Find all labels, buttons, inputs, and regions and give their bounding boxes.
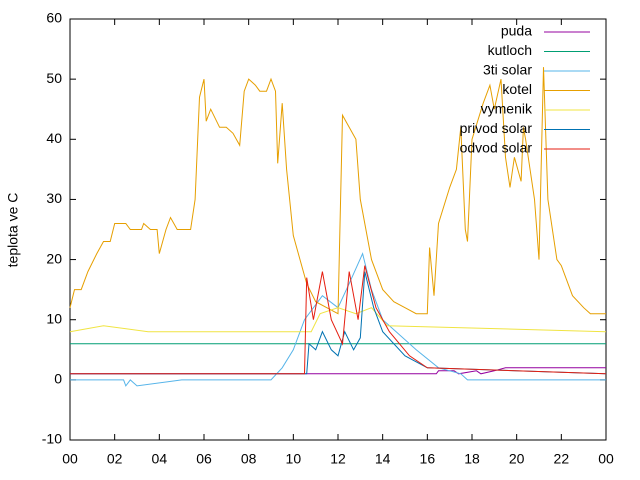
x-tick-label: 20	[509, 451, 525, 467]
x-tick-label: 08	[241, 451, 257, 467]
legend-label: puda	[501, 23, 532, 39]
legend-label: privod solar	[460, 120, 533, 136]
y-tick-label: 60	[46, 10, 62, 26]
legend-label: kotel	[502, 81, 532, 97]
y-tick-label: 20	[46, 250, 62, 266]
x-tick-label: 16	[420, 451, 436, 467]
y-tick-label: 50	[46, 70, 62, 86]
x-tick-label: 00	[598, 451, 614, 467]
y-tick-label: 0	[54, 371, 62, 387]
legend-label: kutloch	[488, 42, 532, 58]
y-tick-label: 30	[46, 190, 62, 206]
x-tick-label: 22	[554, 451, 570, 467]
series-line	[70, 367, 606, 375]
x-tick-label: 04	[152, 451, 168, 467]
x-tick-label: 10	[286, 451, 302, 467]
series-line	[70, 271, 607, 375]
y-tick-label: 10	[46, 310, 62, 326]
legend-label: vymenik	[481, 101, 533, 117]
y-tick-label: -10	[42, 431, 62, 447]
y-axis-label: teplota ve C	[5, 193, 21, 268]
legend-label: odvod solar	[460, 140, 533, 156]
series-line	[70, 265, 607, 375]
x-tick-label: 06	[196, 451, 212, 467]
x-tick-label: 14	[375, 451, 391, 467]
series-line	[69, 307, 607, 333]
series-line	[70, 252, 606, 387]
legend-label: 3ti solar	[483, 62, 532, 78]
x-tick-label: 12	[330, 451, 346, 467]
series-line	[69, 67, 606, 315]
x-tick-label: 02	[107, 451, 123, 467]
x-tick-label: 00	[62, 451, 78, 467]
x-tick-label: 18	[464, 451, 480, 467]
y-tick-label: 40	[46, 130, 62, 146]
